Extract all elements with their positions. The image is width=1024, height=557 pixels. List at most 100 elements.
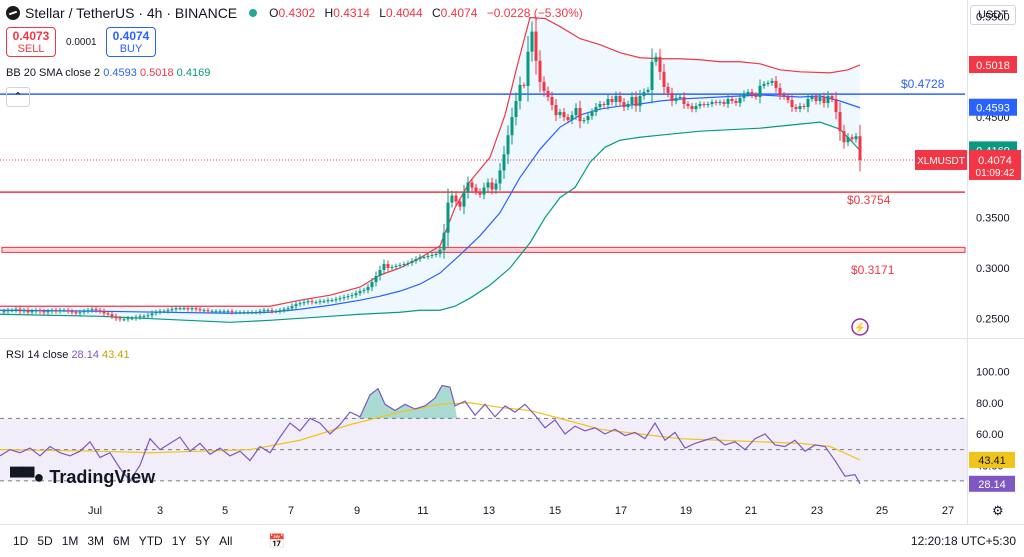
candle-body [634, 96, 638, 107]
candle-body [394, 265, 398, 267]
rsi-axis-tick: 60.00 [976, 429, 1004, 441]
candle-body [78, 312, 82, 314]
candle-body [622, 102, 626, 108]
candle-body [438, 249, 442, 254]
chart-canvas[interactable]: 0.55000.50000.45000.40000.35000.30000.25… [0, 0, 1024, 524]
bottom-toolbar: 1D 5D 1M 3M 6M YTD 1Y 5Y All 📅 12:20:18 … [0, 524, 1024, 557]
candle-body [758, 85, 762, 97]
candle-body [266, 310, 270, 312]
range-5d[interactable]: 5D [37, 534, 53, 548]
candle-body [82, 311, 86, 313]
candle-body [202, 310, 206, 312]
symbol-title[interactable]: Stellar / TetherUS · 4h · BINANCE [25, 5, 238, 21]
range-1y[interactable]: 1Y [171, 534, 187, 548]
range-1d[interactable]: 1D [13, 534, 29, 548]
candle-body [514, 101, 518, 118]
range-all[interactable]: All [219, 534, 233, 548]
candle-body [66, 310, 70, 312]
time-axis-tick: 25 [876, 505, 888, 517]
time-axis-tick: 27 [942, 505, 954, 517]
price-change: −0.0228 (−5.30%) [486, 6, 583, 20]
currency-button[interactable]: USDT [970, 5, 1016, 25]
candle-body [366, 287, 370, 291]
candle-body [846, 137, 850, 143]
candle-body [378, 270, 382, 277]
range-1m[interactable]: 1M [61, 534, 79, 548]
calendar-range-icon[interactable]: 📅 [268, 532, 286, 549]
candle-body [502, 154, 506, 171]
candle-body [174, 308, 178, 310]
candle-body [670, 92, 674, 102]
collapse-legend-button[interactable]: ⌃ [6, 87, 30, 107]
candle-body [306, 301, 310, 303]
candle-body [742, 93, 746, 98]
candle-body [746, 91, 750, 94]
candle-body [646, 89, 650, 92]
candle-body [522, 84, 526, 86]
range-5y[interactable]: 5Y [195, 534, 211, 548]
candle-body [694, 106, 698, 110]
candle-body [454, 195, 458, 202]
candle-body [490, 182, 494, 190]
candle-body [858, 136, 862, 160]
candle-body [614, 95, 618, 103]
candle-body [178, 308, 182, 310]
candle-body [526, 51, 530, 86]
candle-body [838, 112, 842, 132]
candle-body [730, 98, 734, 102]
candle-body [558, 112, 562, 116]
axis-price-label-text: 0.4593 [976, 103, 1010, 115]
axis-price-label [969, 98, 1017, 116]
candle-body [258, 311, 262, 313]
candle-body [442, 232, 446, 250]
candle-body [390, 266, 394, 268]
range-6m[interactable]: 6M [113, 534, 130, 548]
candle-body [242, 312, 246, 314]
bb-upper-line [0, 16, 861, 307]
buy-button[interactable]: 0.4074 BUY [106, 27, 156, 57]
bb-lower-value: 0.4169 [176, 67, 211, 79]
candle-body [126, 318, 130, 320]
candle-body [262, 310, 266, 312]
candle-body [238, 312, 242, 314]
candle-body [426, 255, 430, 257]
candle-body [538, 60, 542, 82]
range-ytd[interactable]: YTD [138, 534, 163, 548]
candle-body [410, 260, 414, 263]
settings-gear-icon[interactable]: ⚙ [992, 503, 1004, 518]
candle-body [510, 117, 514, 136]
bb-indicator-legend[interactable]: BB 20 SMA close 2 0.4593 0.5018 0.4169 [6, 67, 210, 79]
candle-body [254, 312, 258, 314]
buy-price: 0.4074 [112, 29, 150, 43]
candle-body [750, 91, 754, 95]
candle-body [562, 112, 566, 118]
candle-body [6, 310, 10, 312]
sell-button[interactable]: 0.4073 SELL [6, 27, 56, 57]
ohlc-values: O0.4302 H0.4314 L0.4044 C0.4074 −0.0228 … [269, 6, 583, 20]
candle-body [674, 97, 678, 102]
time-axis-tick: 7 [288, 505, 294, 517]
rsi-overbought-fill [355, 385, 457, 419]
rsi-value: 28.14 [71, 349, 99, 361]
candle-body [170, 309, 174, 311]
spread-value: 0.0001 [66, 37, 97, 48]
range-3m[interactable]: 3M [87, 534, 105, 548]
candle-body [402, 263, 406, 265]
rsi-axis-tick: 80.00 [976, 398, 1004, 410]
candle-body [546, 90, 550, 97]
candle-body [86, 310, 90, 312]
rsi-indicator-legend[interactable]: RSI 14 close 28.14 43.41 [6, 349, 130, 361]
candle-body [74, 312, 78, 314]
price-axis-tick: 0.3500 [976, 213, 1010, 225]
candle-body [290, 306, 294, 309]
candle-body [474, 187, 478, 192]
candle-body [150, 313, 154, 316]
last-price-label [969, 149, 1021, 180]
zone-label: $0.3171 [851, 263, 895, 277]
candle-body [10, 310, 14, 312]
candle-body [314, 302, 318, 304]
candle-body [574, 108, 578, 116]
support-line-label: $0.3754 [847, 193, 891, 207]
candle-body [430, 254, 434, 256]
candle-body [602, 104, 606, 106]
